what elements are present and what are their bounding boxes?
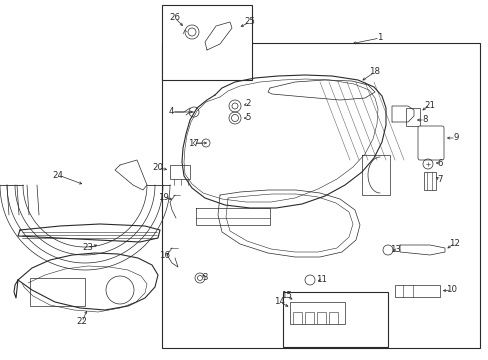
Text: 25: 25	[244, 18, 255, 27]
Text: 14: 14	[274, 297, 285, 306]
FancyBboxPatch shape	[417, 126, 443, 160]
Bar	[305, 312, 313, 324]
Text: 18: 18	[369, 68, 380, 77]
Bar	[162, 43, 479, 348]
Bar	[316, 312, 325, 324]
Bar	[423, 172, 435, 190]
Text: 23: 23	[82, 243, 93, 252]
Text: 15: 15	[281, 292, 292, 301]
Text: 6: 6	[436, 158, 442, 167]
Text: 20: 20	[152, 163, 163, 172]
Text: 13: 13	[390, 246, 401, 255]
Text: 16: 16	[159, 251, 170, 260]
Text: 2: 2	[245, 99, 250, 108]
Text: 3: 3	[202, 274, 207, 283]
Text: 8: 8	[421, 116, 427, 125]
Text: 22: 22	[76, 318, 87, 327]
Bar	[289, 302, 345, 324]
Text: 26: 26	[169, 13, 180, 22]
Text: 1: 1	[376, 33, 382, 42]
Bar	[328, 312, 337, 324]
Text: 10: 10	[446, 285, 457, 294]
Bar	[394, 285, 439, 297]
Bar	[170, 165, 190, 179]
Text: 19: 19	[157, 193, 168, 202]
Text: 5: 5	[245, 113, 250, 122]
Text: 9: 9	[452, 134, 458, 143]
Text: 4: 4	[168, 108, 173, 117]
Text: 24: 24	[52, 171, 63, 180]
Text: 17: 17	[188, 139, 199, 148]
Text: 7: 7	[436, 175, 442, 184]
Text: 21: 21	[424, 100, 435, 109]
Bar	[405, 108, 419, 126]
Text: 11: 11	[316, 275, 327, 284]
Text: 12: 12	[448, 238, 460, 248]
Bar	[30, 278, 85, 306]
Bar	[283, 292, 387, 347]
Bar	[292, 312, 302, 324]
Bar	[162, 5, 251, 80]
